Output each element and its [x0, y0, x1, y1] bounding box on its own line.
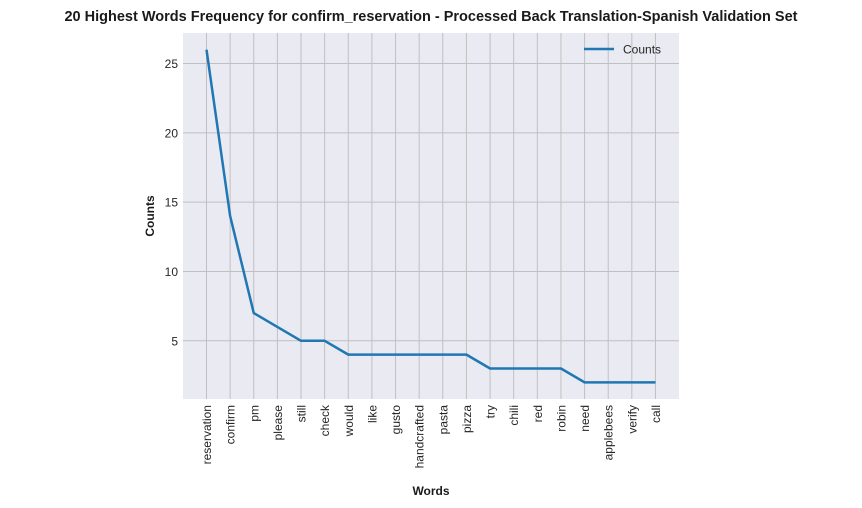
y-tick-label: 20 — [165, 126, 179, 140]
x-tick-labels: reservation confirm pm please still check woul… — [200, 404, 663, 468]
x-tick-label: like — [365, 405, 379, 423]
x-tick-label: robin — [554, 405, 568, 432]
x-tick-label: confirm — [224, 405, 238, 444]
x-tick-label: pasta — [436, 405, 450, 435]
x-tick-label: applebees — [602, 405, 616, 460]
y-tick-label: 25 — [165, 57, 179, 71]
y-axis-label: Counts — [143, 195, 157, 237]
x-tick-label: try — [484, 405, 498, 418]
y-tick-label: 5 — [171, 334, 178, 348]
y-tick-label: 10 — [165, 265, 179, 279]
x-tick-label: pm — [247, 405, 261, 422]
y-tick-label: 15 — [165, 196, 179, 210]
x-tick-label: check — [318, 404, 332, 436]
x-tick-label: would — [342, 405, 356, 437]
x-tick-label: call — [649, 405, 663, 423]
x-tick-label: handcrafted — [413, 405, 427, 468]
x-tick-label: please — [271, 405, 285, 441]
x-axis-label: Words — [412, 484, 449, 498]
series-layer — [205, 49, 656, 384]
x-tick-label: red — [531, 405, 545, 422]
x-tick-label: need — [578, 405, 592, 432]
chart-title: 20 Highest Words Frequency for confirm_r… — [64, 9, 797, 25]
grid-lines — [183, 33, 679, 399]
y-tick-labels: 5 10 15 20 25 — [165, 57, 179, 348]
x-tick-label: verify — [625, 405, 639, 434]
plot-area — [183, 33, 679, 399]
x-tick-label: gusto — [389, 405, 403, 435]
x-tick-label: chili — [507, 405, 521, 426]
series-line-counts — [205, 49, 656, 384]
x-tick-label: pizza — [460, 405, 474, 433]
legend: Counts — [584, 43, 661, 57]
legend-label: Counts — [623, 43, 661, 57]
x-tick-label: reservation — [200, 405, 214, 464]
x-tick-label: still — [295, 405, 309, 422]
